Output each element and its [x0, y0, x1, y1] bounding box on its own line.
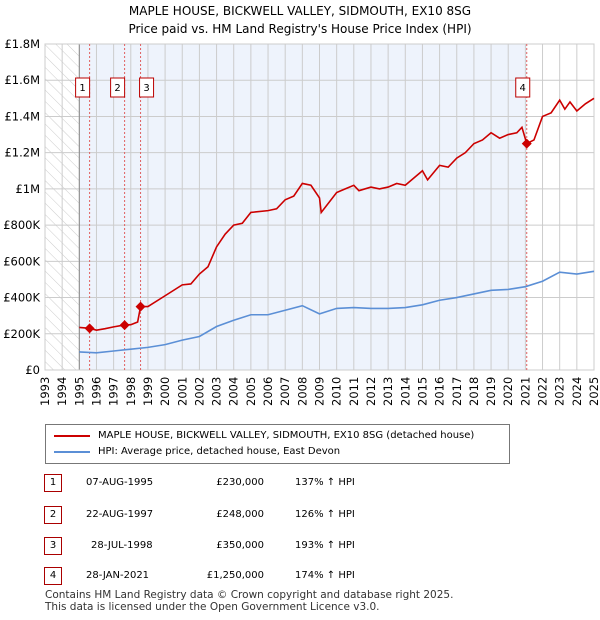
sale-row: 3 28-JUL-1998 £350,000 193% ↑ HPI: [44, 537, 544, 555]
x-tick-label: 2007: [278, 377, 292, 406]
y-tick-label: £0: [25, 363, 40, 377]
sale-row: 2 22-AUG-1997 £248,000 126% ↑ HPI: [44, 506, 544, 524]
sale-price: £1,250,000: [206, 570, 264, 581]
sale-label-box: [515, 77, 531, 98]
x-tick-label: 2023: [553, 377, 567, 406]
legend-swatch: [54, 434, 90, 437]
sale-label-box: [75, 77, 91, 98]
x-tick-label: 1993: [38, 377, 52, 406]
legend: MAPLE HOUSE, BICKWELL VALLEY, SIDMOUTH, …: [45, 424, 510, 464]
y-tick-label: £600K: [3, 254, 40, 268]
sale-number: 1: [44, 474, 62, 492]
footer-line-1: Contains HM Land Registry data © Crown c…: [45, 589, 454, 601]
sale-number: 2: [44, 506, 62, 524]
x-tick-label: 2009: [313, 377, 327, 406]
legend-label: HPI: Average price, detached house, East…: [98, 446, 341, 457]
x-tick-label: 2012: [364, 377, 378, 406]
plot-area: 1993 1994 1995 1996 1997 1998 1999 2000 2001 2002…: [3, 37, 600, 406]
sale-point: [135, 301, 146, 312]
sale-label: 2: [114, 83, 120, 94]
legend-swatch: [54, 450, 90, 453]
sale-price: £230,000: [216, 477, 264, 488]
x-tick-label: 1995: [72, 377, 86, 406]
x-tick-label: 1999: [141, 377, 155, 406]
sale-date: 22-AUG-1997: [86, 509, 154, 520]
x-tick-label: 2010: [330, 377, 344, 406]
x-tick-label: 2021: [518, 377, 532, 406]
legend-label: MAPLE HOUSE, BICKWELL VALLEY, SIDMOUTH, …: [98, 430, 475, 441]
x-tick-label: 1996: [89, 377, 103, 406]
x-tick-label: 2018: [467, 377, 481, 406]
sale-label-box: [110, 77, 126, 98]
sale-date: 28-JUL-1998: [91, 540, 153, 551]
x-tick-label: 1998: [124, 377, 138, 406]
sale-label: 3: [143, 83, 149, 94]
y-tick-label: £1.4M: [4, 109, 40, 123]
sale-row: 1 07-AUG-1995 £230,000 137% ↑ HPI: [44, 474, 544, 492]
chart-subtitle: Price paid vs. HM Land Registry's House …: [128, 22, 472, 36]
x-tick-label: 2011: [347, 377, 361, 406]
x-tick-label: 1997: [107, 377, 121, 406]
x-tick-label: 2006: [261, 377, 275, 406]
chart-title: MAPLE HOUSE, BICKWELL VALLEY, SIDMOUTH, …: [128, 4, 472, 18]
sale-label: 4: [520, 83, 526, 94]
sale-label-box: [139, 77, 155, 98]
x-tick-label: 2014: [398, 377, 412, 406]
sale-date: 28-JAN-2021: [86, 570, 150, 581]
property-line: [79, 97, 595, 331]
sale-point: [521, 138, 532, 149]
x-tick-label: 2008: [295, 377, 309, 406]
sale-hpi: 126% ↑ HPI: [295, 509, 355, 520]
footer-line-2: This data is licensed under the Open Gov…: [45, 601, 380, 613]
x-tick-label: 2013: [381, 377, 395, 406]
x-tick-label: 2000: [158, 377, 172, 406]
x-tick-label: 2005: [244, 377, 258, 406]
sale-date: 07-AUG-1995: [86, 477, 154, 488]
plot-border: [44, 43, 595, 371]
sale-label: 1: [79, 83, 85, 94]
sale-number: 3: [44, 537, 62, 555]
x-tick-label: 2024: [570, 377, 584, 406]
x-tick-label: 2019: [484, 377, 498, 406]
y-tick-label: £1M: [15, 182, 40, 196]
x-tick-label: 1994: [55, 377, 69, 406]
x-tick-label: 2025: [587, 377, 600, 406]
y-tick-label: £200K: [3, 327, 40, 341]
x-tick-label: 2017: [450, 377, 464, 406]
hpi-line: [79, 270, 595, 354]
legend-item-property: MAPLE HOUSE, BICKWELL VALLEY, SIDMOUTH, …: [54, 430, 474, 441]
sale-price: £248,000: [216, 509, 264, 520]
x-tick-label: 2016: [433, 377, 447, 406]
sale-row: 4 28-JAN-2021 £1,250,000 174% ↑ HPI: [44, 567, 544, 585]
y-tick-label: £1.6M: [4, 73, 40, 87]
y-tick-label: £1.8M: [4, 37, 40, 51]
y-tick-label: £1.2M: [4, 146, 40, 160]
x-tick-label: 2003: [210, 377, 224, 406]
x-tick-label: 2001: [175, 377, 189, 406]
sale-price: £350,000: [216, 540, 264, 551]
x-tick-label: 2002: [192, 377, 206, 406]
sale-hpi: 137% ↑ HPI: [295, 477, 355, 488]
sale-hpi: 174% ↑ HPI: [295, 570, 355, 581]
y-tick-label: £800K: [3, 218, 40, 232]
sale-hpi: 193% ↑ HPI: [295, 540, 355, 551]
shaded-region: [79, 44, 527, 370]
y-tick-label: £400K: [3, 291, 40, 305]
x-tick-label: 2015: [415, 377, 429, 406]
x-tick-label: 2004: [227, 377, 241, 406]
sale-number: 4: [44, 567, 62, 585]
x-tick-label: 2020: [501, 377, 515, 406]
sale-point: [119, 320, 130, 331]
x-tick-label: 2022: [536, 377, 550, 406]
sale-point: [84, 323, 95, 334]
legend-item-hpi: HPI: Average price, detached house, East…: [54, 446, 340, 457]
